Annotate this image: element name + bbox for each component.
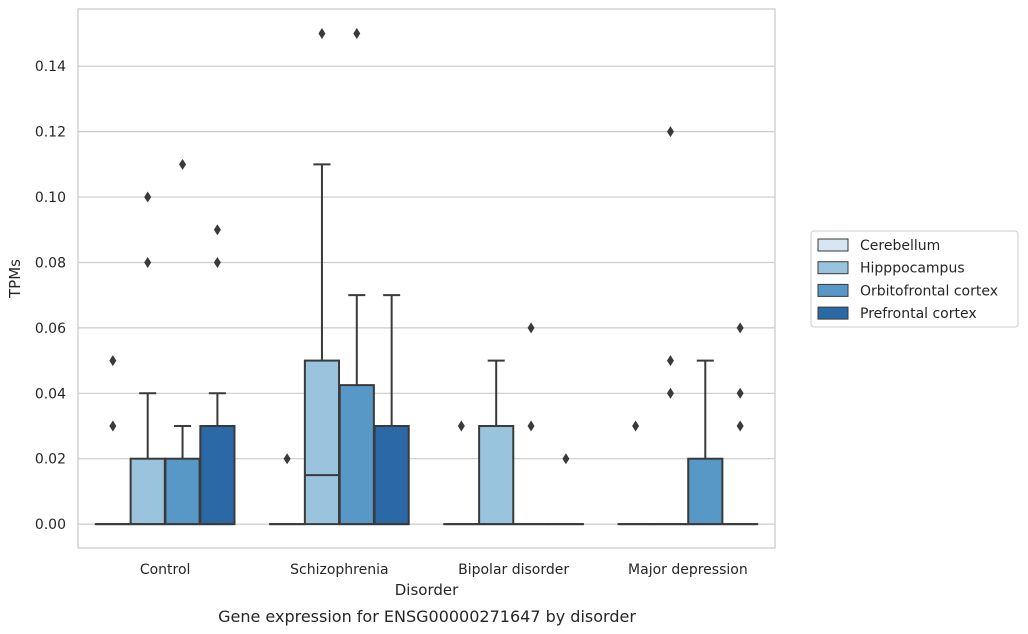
box-body bbox=[687, 457, 724, 526]
box-body bbox=[303, 359, 341, 526]
x-axis-ticks: Control Schizophrenia Bipolar disorder Majo… bbox=[140, 562, 748, 578]
outlier-point bbox=[562, 453, 570, 465]
box-orbitofrontal-cortex bbox=[512, 322, 550, 526]
legend: Cerebellum Hipppocampus Orbitofrontal cort… bbox=[810, 230, 1019, 328]
box-prefrontal-cortex bbox=[547, 453, 584, 526]
outlier-point bbox=[736, 322, 744, 334]
y-tick-label: 0.06 bbox=[35, 321, 66, 337]
legend-swatch bbox=[817, 306, 849, 320]
outlier-point bbox=[213, 256, 221, 268]
outlier-point bbox=[666, 355, 674, 367]
box-orbitofrontal-cortex bbox=[338, 28, 375, 526]
outlier-point bbox=[179, 158, 187, 170]
legend-swatch bbox=[817, 238, 849, 252]
outlier-point bbox=[109, 420, 117, 432]
x-tick-label: Control bbox=[140, 562, 191, 578]
outlier-point bbox=[283, 453, 291, 465]
outlier-point bbox=[666, 387, 674, 399]
outlier-point bbox=[666, 126, 674, 138]
box-body bbox=[199, 425, 236, 526]
legend-swatch bbox=[817, 283, 849, 297]
y-axis-ticks: 0.00 0.02 0.04 0.06 0.08 0.10 0.12 0.14 bbox=[35, 59, 66, 533]
box-prefrontal-cortex bbox=[199, 224, 236, 526]
outlier-point bbox=[213, 224, 221, 236]
y-tick-label: 0.12 bbox=[35, 125, 66, 141]
outlier-point bbox=[144, 256, 152, 268]
box-orbitofrontal-cortex bbox=[687, 359, 724, 526]
legend-label: Prefrontal cortex bbox=[860, 306, 977, 322]
outlier-point bbox=[527, 322, 535, 334]
box-body bbox=[129, 457, 166, 526]
y-tick-label: 0.08 bbox=[35, 255, 66, 271]
outlier-point bbox=[144, 191, 152, 203]
outlier-point bbox=[736, 387, 744, 399]
box-body bbox=[478, 425, 515, 526]
outlier-point bbox=[353, 28, 361, 40]
outlier-point bbox=[527, 420, 535, 432]
x-tick-label: Bipolar disorder bbox=[458, 562, 569, 578]
box-cerebellum bbox=[617, 420, 654, 526]
chart-caption: Gene expression for ENSG00000271647 by d… bbox=[218, 607, 636, 626]
box-prefrontal-cortex bbox=[373, 294, 410, 526]
plot-frame bbox=[77, 8, 776, 549]
y-axis-label: TPMs bbox=[6, 259, 24, 299]
legend-swatch bbox=[817, 261, 849, 275]
outlier-point bbox=[632, 420, 640, 432]
box-hipppocampus bbox=[478, 359, 515, 526]
outlier-point bbox=[736, 420, 744, 432]
legend-label: Cerebellum bbox=[860, 238, 940, 254]
box-body bbox=[338, 384, 375, 526]
legend-label: Hipppocampus bbox=[860, 261, 965, 277]
outlier-point bbox=[318, 28, 326, 40]
y-tick-label: 0.02 bbox=[35, 452, 66, 468]
box-hipppocampus bbox=[303, 28, 341, 526]
box-body bbox=[373, 425, 410, 526]
plot-area bbox=[94, 28, 759, 526]
y-tick-label: 0.04 bbox=[35, 386, 66, 402]
outlier-point bbox=[109, 355, 117, 367]
box-orbitofrontal-cortex bbox=[164, 158, 201, 526]
x-tick-label: Schizophrenia bbox=[290, 562, 388, 578]
y-tick-label: 0.10 bbox=[35, 190, 66, 206]
x-tick-label: Major depression bbox=[628, 562, 748, 578]
legend-label: Orbitofrontal cortex bbox=[860, 283, 998, 299]
x-axis-label: Disorder bbox=[395, 581, 459, 599]
box-body bbox=[164, 457, 201, 526]
outlier-point bbox=[457, 420, 465, 432]
box-prefrontal-cortex bbox=[722, 322, 759, 526]
box-hipppocampus bbox=[129, 191, 166, 526]
legend-frame bbox=[810, 230, 1019, 328]
y-tick-label: 0.14 bbox=[35, 59, 66, 75]
y-tick-label: 0.00 bbox=[35, 517, 66, 533]
